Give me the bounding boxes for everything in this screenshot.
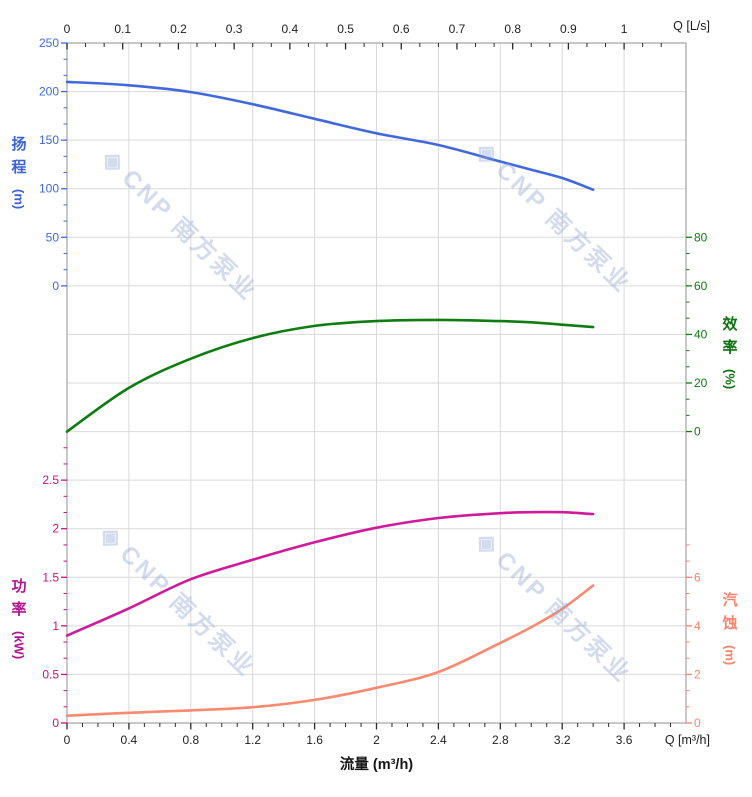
svg-text:0.4: 0.4 <box>281 22 298 36</box>
svg-text:1.5: 1.5 <box>42 570 59 584</box>
svg-text:60: 60 <box>694 279 708 293</box>
svg-text:0.8: 0.8 <box>182 733 199 747</box>
svg-text:0.1: 0.1 <box>114 22 131 36</box>
head-axis-title: 扬程 (m) <box>6 133 32 209</box>
svg-text:2: 2 <box>373 733 380 747</box>
npsh-axis: 6 4 2 0 <box>686 544 701 730</box>
head-axis-unit: (m) <box>11 188 27 209</box>
svg-text:150: 150 <box>39 133 59 147</box>
svg-text:0.7: 0.7 <box>449 22 466 36</box>
svg-text:0: 0 <box>52 716 59 730</box>
svg-text:20: 20 <box>694 376 708 390</box>
svg-text:40: 40 <box>694 327 708 341</box>
svg-text:2.5: 2.5 <box>42 473 59 487</box>
svg-text:0.9: 0.9 <box>560 22 577 36</box>
flow-axis-title: 流量 (m³/h) <box>339 757 414 773</box>
svg-text:0.2: 0.2 <box>170 22 187 36</box>
svg-text:0: 0 <box>694 425 701 439</box>
svg-text:1.6: 1.6 <box>306 733 323 747</box>
head-curve <box>65 80 595 191</box>
svg-text:3.2: 3.2 <box>554 733 571 747</box>
svg-text:0: 0 <box>52 279 59 293</box>
npsh-axis-unit: (m) <box>722 644 738 665</box>
svg-text:0.4: 0.4 <box>121 733 138 747</box>
npsh-curve <box>65 584 595 717</box>
top-axis-unit-label: Q [L/s] <box>673 19 710 33</box>
eff-axis: 80 60 40 20 0 <box>686 230 708 439</box>
svg-text:200: 200 <box>39 85 59 99</box>
top-axis: 0 0.1 0.2 0.3 0.4 0.5 0.6 0.7 0.8 0.9 1 <box>64 22 662 50</box>
svg-text:0.3: 0.3 <box>226 22 243 36</box>
svg-text:1: 1 <box>621 22 628 36</box>
head-axis-title-text: 扬程 <box>11 136 27 177</box>
svg-text:250: 250 <box>39 36 59 50</box>
power-axis: 2.5 2 1.5 1 0.5 0 <box>42 447 67 730</box>
npsh-axis-title-text: 汽蚀 <box>722 592 738 633</box>
svg-text:0.6: 0.6 <box>393 22 410 36</box>
power-axis-unit: (kW) <box>11 630 27 659</box>
svg-text:2.8: 2.8 <box>492 733 509 747</box>
svg-text:0.5: 0.5 <box>42 667 59 681</box>
head-axis: 250 200 150 100 50 0 <box>39 36 67 293</box>
svg-text:0.8: 0.8 <box>504 22 521 36</box>
svg-text:2: 2 <box>52 522 59 536</box>
gridlines <box>67 43 686 723</box>
efficiency-curve <box>65 318 595 433</box>
svg-text:0: 0 <box>694 716 701 730</box>
power-axis-title-text: 功率 <box>11 578 27 619</box>
svg-text:1: 1 <box>52 619 59 633</box>
svg-text:2.4: 2.4 <box>430 733 447 747</box>
power-curve <box>65 510 595 637</box>
svg-text:2: 2 <box>694 667 701 681</box>
efficiency-axis-unit: (%) <box>722 368 738 389</box>
svg-text:4: 4 <box>694 619 701 633</box>
svg-text:1.2: 1.2 <box>244 733 261 747</box>
bottom-axis: 0 0.4 0.8 1.2 1.6 2 2.4 2.8 3.2 3.6 <box>64 723 672 747</box>
efficiency-axis-title-text: 效率 <box>722 316 738 357</box>
bottom-axis-unit-label: Q [m³/h] <box>664 733 710 747</box>
svg-text:0.5: 0.5 <box>337 22 354 36</box>
svg-text:6: 6 <box>694 570 701 584</box>
svg-text:80: 80 <box>694 230 708 244</box>
svg-text:0: 0 <box>64 22 71 36</box>
npsh-axis-title: 汽蚀 (m) <box>717 589 743 665</box>
svg-text:100: 100 <box>39 182 59 196</box>
svg-text:50: 50 <box>46 230 60 244</box>
efficiency-axis-title: 效率 (%) <box>717 313 743 389</box>
power-axis-title: 功率 (kW) <box>6 575 32 659</box>
svg-text:3.6: 3.6 <box>616 733 633 747</box>
svg-text:0: 0 <box>64 733 71 747</box>
